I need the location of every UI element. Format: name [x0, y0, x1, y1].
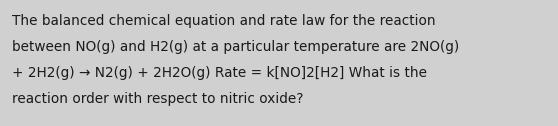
- Text: reaction order with respect to nitric oxide?: reaction order with respect to nitric ox…: [12, 92, 304, 106]
- Text: + 2H2(g) → N2(g) + 2H2O(g) Rate = k[NO]2[H2] What is the: + 2H2(g) → N2(g) + 2H2O(g) Rate = k[NO]2…: [12, 66, 427, 80]
- Text: The balanced chemical equation and rate law for the reaction: The balanced chemical equation and rate …: [12, 14, 436, 28]
- Text: between NO(g) and H2(g) at a particular temperature are 2NO(g): between NO(g) and H2(g) at a particular …: [12, 40, 459, 54]
